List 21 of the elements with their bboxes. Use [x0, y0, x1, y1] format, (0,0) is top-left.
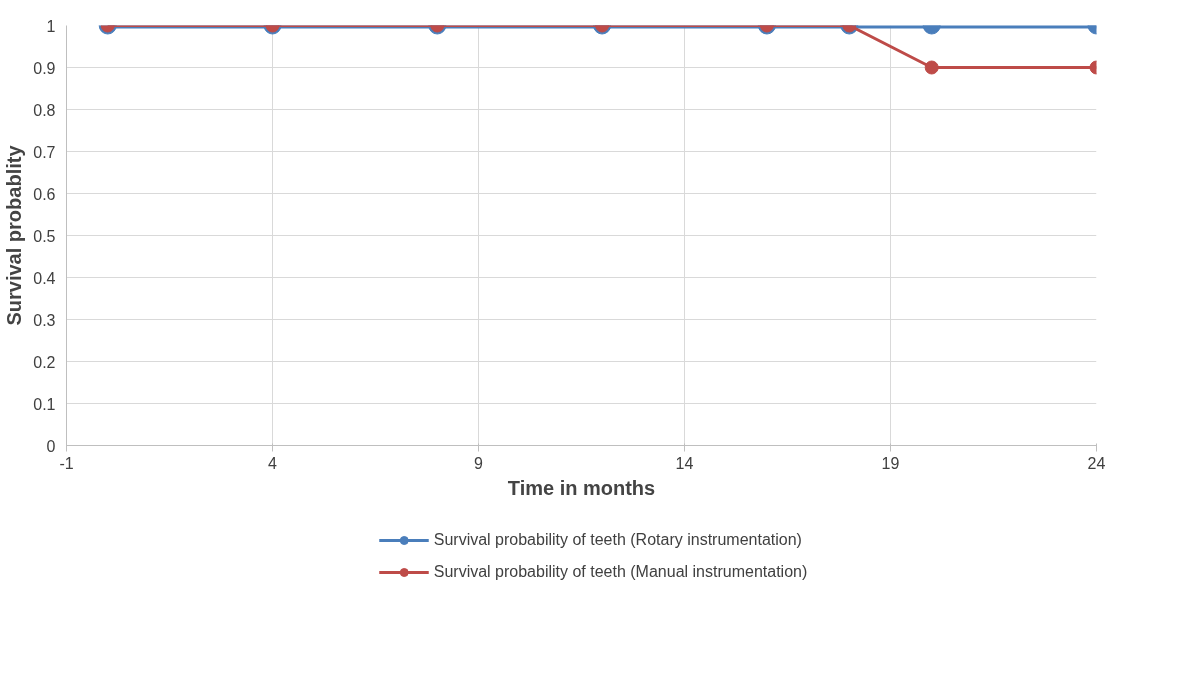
y-tick-label: 0.5 [33, 227, 56, 245]
y-tick-label: 0.9 [33, 59, 56, 77]
y-tick-label: 0.6 [33, 185, 56, 203]
x-tick-label: -1 [59, 454, 74, 472]
x-tick-label: 14 [675, 454, 694, 472]
x-tick-label: 24 [1087, 454, 1106, 472]
x-tick-label: 4 [268, 454, 278, 472]
y-tick-label: 0 [46, 437, 56, 455]
x-axis-title: Time in months [507, 476, 656, 499]
y-tick-label: 0.4 [33, 269, 56, 287]
y-tick-label: 0.2 [33, 353, 56, 371]
x-tick-label: 9 [474, 454, 484, 472]
y-tick-label: 0.1 [33, 395, 56, 413]
y-tick-label: 0.8 [33, 101, 56, 119]
y-tick-label: 1 [46, 17, 56, 35]
legend-label: Survival probability of teeth (Manual instrumentation) [433, 563, 808, 581]
x-tick-label: 19 [881, 454, 900, 472]
legend-label: Survival probability of teeth (Rotary instrumentation) [433, 531, 802, 549]
y-axis-title: Survival probablity [3, 144, 26, 326]
y-tick-label: 0.3 [33, 311, 56, 329]
y-tick-label: 0.7 [33, 143, 56, 161]
